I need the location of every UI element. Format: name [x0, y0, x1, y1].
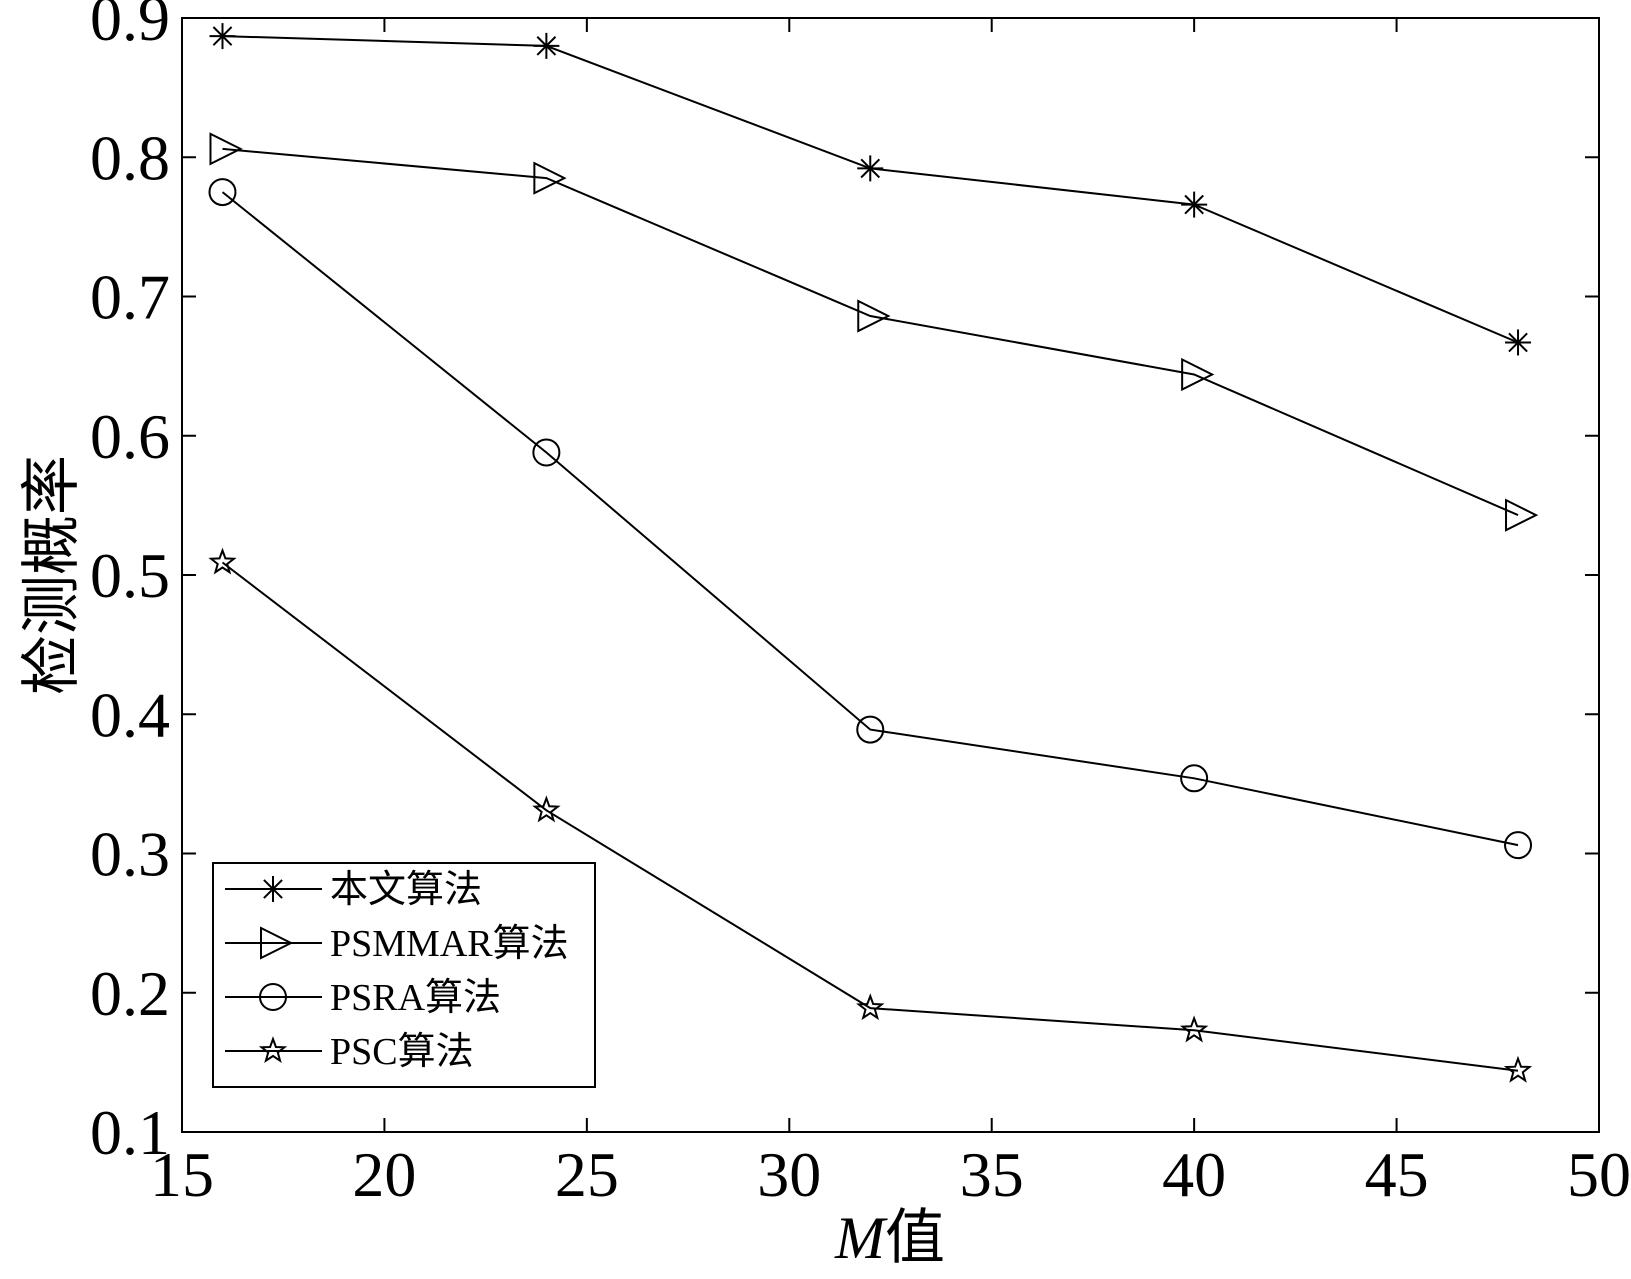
legend-label: PSC算法	[330, 1031, 474, 1073]
legend-item: PSMMAR算法	[225, 923, 569, 965]
data-point	[209, 23, 236, 50]
x-axis-label-italic: M	[834, 1205, 888, 1271]
series-group	[208, 23, 1539, 1083]
y-tick-label: 0.6	[90, 401, 170, 472]
legend-label: 本文算法	[330, 869, 482, 911]
series-line	[221, 561, 1519, 1072]
data-point	[1505, 498, 1539, 532]
axis-ticks: 15 20 25 30 35 40 45 50 0.1 0.2 0.3 0.4 0.5 0.6 0.7 0.8…	[90, 0, 1631, 1210]
x-axis-label: M值	[834, 1205, 945, 1271]
data-point	[532, 438, 561, 467]
series-2	[208, 178, 1533, 860]
data-point	[1503, 1055, 1533, 1083]
y-tick-label: 0.4	[90, 679, 170, 750]
legend-label: PSRA算法	[330, 977, 501, 1019]
data-point	[857, 155, 884, 182]
data-point	[1180, 764, 1209, 793]
x-tick-label: 50	[1567, 1139, 1631, 1210]
data-point	[856, 715, 885, 744]
series-line	[221, 191, 1519, 847]
data-point	[209, 132, 243, 166]
series-3	[208, 547, 1533, 1083]
legend-box	[212, 862, 596, 1088]
data-point	[532, 795, 561, 823]
data-point	[1179, 1015, 1209, 1043]
legend-label: PSMMAR算法	[330, 923, 569, 965]
x-tick-label: 35	[960, 1139, 1024, 1210]
data-point	[857, 299, 891, 333]
data-point	[533, 32, 560, 59]
series-0	[209, 23, 1532, 356]
legend-marker	[258, 1036, 288, 1064]
data-point	[1181, 357, 1215, 392]
legend: 本文算法 PSMMAR算法 PSRA算法 PSC算法	[212, 862, 596, 1088]
data-point	[856, 993, 885, 1021]
y-tick-label: 0.9	[90, 0, 170, 54]
data-point	[208, 547, 237, 575]
data-point	[1505, 329, 1532, 356]
legend-item: 本文算法	[225, 869, 482, 911]
y-tick-label: 0.5	[90, 540, 170, 611]
x-tick-label: 25	[555, 1139, 619, 1210]
x-tick-label: 20	[352, 1139, 416, 1210]
legend-item: PSC算法	[225, 1031, 474, 1073]
series-line	[222, 147, 1519, 517]
data-point	[208, 178, 237, 207]
x-tick-label: 15	[150, 1139, 214, 1210]
y-axis-label: 检测概率	[19, 455, 85, 695]
y-tick-label: 0.2	[90, 958, 170, 1029]
y-tick-label: 0.7	[90, 262, 170, 333]
series-1	[209, 132, 1539, 532]
x-tick-label: 45	[1365, 1139, 1429, 1210]
data-point	[1504, 831, 1533, 860]
data-point	[1181, 191, 1208, 218]
legend-marker	[259, 983, 287, 1011]
y-tick-label: 0.1	[90, 1097, 170, 1168]
x-tick-label: 30	[757, 1139, 821, 1210]
x-tick-label: 40	[1162, 1139, 1226, 1210]
legend-item: PSRA算法	[225, 977, 501, 1019]
data-point	[533, 161, 567, 195]
series-line	[222, 35, 1519, 344]
legend-marker	[260, 926, 294, 960]
y-tick-label: 0.3	[90, 819, 170, 890]
y-tick-label: 0.8	[90, 122, 170, 193]
legend-marker	[260, 876, 286, 902]
x-axis-label-rest: 值	[885, 1205, 945, 1271]
